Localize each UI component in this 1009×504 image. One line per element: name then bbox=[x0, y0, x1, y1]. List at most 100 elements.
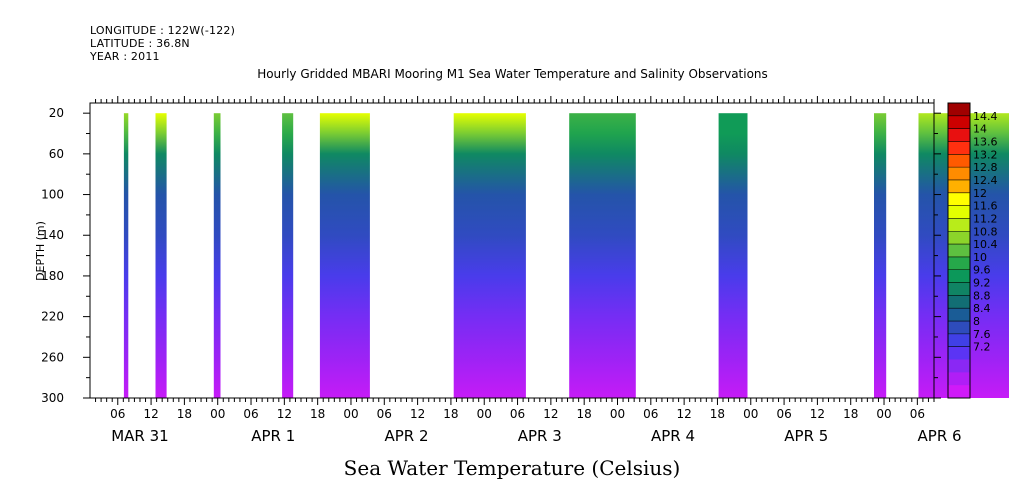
x-tick-label: 00 bbox=[743, 407, 758, 421]
colorbar-label: 9.6 bbox=[973, 264, 991, 277]
y-tick-label: 220 bbox=[41, 310, 64, 324]
colorbar-label: 10.8 bbox=[973, 225, 998, 238]
colorbar-label: 11.6 bbox=[973, 200, 998, 213]
colorbar-swatch bbox=[948, 192, 970, 207]
colorbar-label: 8 bbox=[973, 315, 980, 328]
x-tick-label: 06 bbox=[910, 407, 925, 421]
y-tick-label: 100 bbox=[41, 188, 64, 202]
colorbar-label: 13.6 bbox=[973, 135, 998, 148]
x-tick-label: 06 bbox=[243, 407, 258, 421]
x-tick-label: 00 bbox=[477, 407, 492, 421]
colorbar-label: 10.4 bbox=[973, 238, 998, 251]
x-tick-label: 06 bbox=[377, 407, 392, 421]
colorbar-swatch bbox=[948, 346, 970, 361]
colorbar-swatch bbox=[948, 385, 970, 399]
y-tick-label: 60 bbox=[49, 147, 64, 161]
colorbar-label: 12 bbox=[973, 187, 987, 200]
data-segment bbox=[453, 113, 526, 398]
y-tick-label: 20 bbox=[49, 106, 64, 120]
x-day-label: APR 6 bbox=[918, 427, 962, 445]
colorbar-swatch bbox=[948, 244, 970, 258]
colorbar-label: 9.2 bbox=[973, 277, 991, 290]
x-tick-label: 06 bbox=[510, 407, 525, 421]
x-tick-label: 12 bbox=[277, 407, 292, 421]
x-tick-label: 12 bbox=[543, 407, 558, 421]
colorbar-swatch bbox=[948, 179, 970, 194]
colorbar-swatch bbox=[948, 218, 970, 232]
x-tick-label: 06 bbox=[776, 407, 791, 421]
colorbar: 14.41413.613.212.812.41211.611.210.810.4… bbox=[947, 102, 998, 399]
chart-title: Hourly Gridded MBARI Mooring M1 Sea Wate… bbox=[257, 67, 768, 81]
colorbar-swatch bbox=[948, 167, 970, 181]
x-tick-label: 18 bbox=[843, 407, 858, 421]
colorbar-swatch bbox=[948, 115, 970, 130]
colorbar-swatch bbox=[948, 372, 970, 386]
x-tick-label: 18 bbox=[710, 407, 725, 421]
year-label: YEAR : 2011 bbox=[90, 50, 160, 63]
x-tick-label: 12 bbox=[410, 407, 425, 421]
data-segment bbox=[718, 113, 748, 398]
x-day-label: APR 2 bbox=[384, 427, 428, 445]
x-day-label: APR 1 bbox=[251, 427, 295, 445]
colorbar-swatch bbox=[948, 333, 970, 348]
x-tick-label: 06 bbox=[643, 407, 658, 421]
colorbar-swatch bbox=[948, 282, 970, 296]
data-segment bbox=[155, 113, 167, 398]
colorbar-swatch bbox=[948, 205, 970, 219]
colorbar-label: 14.4 bbox=[973, 110, 998, 123]
colorbar-frame bbox=[947, 102, 971, 399]
x-day-label: MAR 31 bbox=[111, 427, 168, 445]
colorbar-swatch bbox=[948, 256, 970, 271]
x-tick-label: 00 bbox=[610, 407, 625, 421]
y-tick-label: 180 bbox=[41, 269, 64, 283]
x-tick-label: 00 bbox=[210, 407, 225, 421]
axes-layer: 06 12 18 00 06 12 18 00 06 12 18 00 06 12 18 00 06 12 18 00… bbox=[41, 96, 962, 445]
y-tick-label: 260 bbox=[41, 350, 64, 364]
colorbar-label: 11.2 bbox=[973, 212, 998, 225]
x-day-label: APR 3 bbox=[518, 427, 562, 445]
x-day-label: APR 5 bbox=[784, 427, 828, 445]
colorbar-label: 7.6 bbox=[973, 328, 991, 341]
colorbar-label: 7.2 bbox=[973, 341, 991, 354]
data-segment bbox=[874, 113, 887, 398]
colorbar-swatch bbox=[948, 154, 970, 168]
colorbar-label: 8.8 bbox=[973, 289, 991, 302]
data-segment bbox=[282, 113, 294, 398]
latitude-label: LATITUDE : 36.8N bbox=[90, 37, 190, 50]
data-segment bbox=[569, 113, 636, 398]
colorbar-swatch bbox=[948, 103, 970, 117]
x-tick-label: 00 bbox=[343, 407, 358, 421]
y-tick-label: 300 bbox=[41, 391, 64, 405]
colorbar-swatch bbox=[948, 321, 970, 335]
colorbar-swatch bbox=[948, 231, 970, 245]
colorbar-label: 14 bbox=[973, 123, 987, 136]
x-tick-label: 00 bbox=[876, 407, 891, 421]
x-tick-label: 18 bbox=[177, 407, 192, 421]
y-tick-label: 140 bbox=[41, 228, 64, 242]
x-tick-label: 12 bbox=[143, 407, 158, 421]
colorbar-swatch bbox=[948, 308, 970, 322]
data-segment bbox=[319, 113, 370, 398]
colorbar-swatch bbox=[948, 128, 970, 142]
colorbar-label: 12.8 bbox=[973, 161, 998, 174]
x-tick-label: 18 bbox=[443, 407, 458, 421]
data-segment bbox=[123, 113, 129, 398]
colorbar-swatch bbox=[948, 141, 970, 155]
colorbar-swatch bbox=[948, 359, 970, 373]
x-tick-label: 18 bbox=[577, 407, 592, 421]
colorbar-label: 13.2 bbox=[973, 148, 998, 161]
data-layer bbox=[123, 113, 1009, 398]
data-segment bbox=[213, 113, 221, 398]
colorbar-label: 10 bbox=[973, 251, 987, 264]
x-tick-label: 12 bbox=[810, 407, 825, 421]
colorbar-swatch bbox=[948, 295, 970, 309]
colorbar-swatch bbox=[948, 269, 970, 284]
x-tick-label: 06 bbox=[110, 407, 125, 421]
longitude-label: LONGITUDE : 122W(-122) bbox=[90, 24, 236, 37]
x-day-label: APR 4 bbox=[651, 427, 695, 445]
colorbar-label: 8.4 bbox=[973, 302, 991, 315]
colorbar-label: 12.4 bbox=[973, 174, 998, 187]
x-tick-label: 18 bbox=[310, 407, 325, 421]
y-axis-label: DEPTH (m) bbox=[34, 221, 47, 281]
